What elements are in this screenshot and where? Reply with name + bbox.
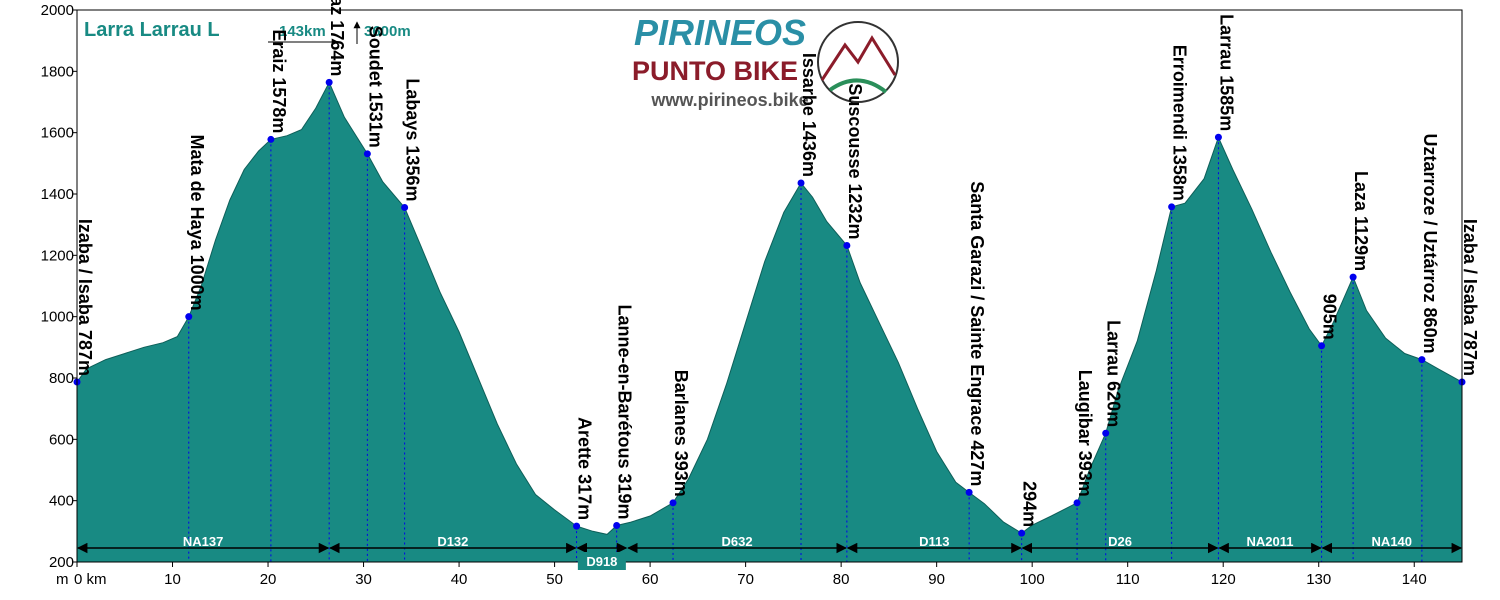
x-tick-label: 0 km (74, 571, 107, 588)
waypoint-dot (965, 488, 973, 496)
waypoint-label: Labays 1356m (403, 78, 423, 201)
y-tick-label: 600 (49, 431, 74, 448)
waypoint-label: Laugibar 393m (1075, 370, 1095, 497)
x-tick-label: 60 (642, 571, 659, 588)
y-tick-label: 400 (49, 493, 74, 510)
waypoint-label: Issarbe 1436m (799, 53, 819, 177)
waypoint-label: Barlanes 393m (671, 370, 691, 497)
logo-mountains (820, 35, 897, 81)
road-label: D132 (437, 534, 468, 549)
waypoint-dot (1318, 342, 1326, 350)
waypoint-dot (1102, 429, 1110, 437)
road-label: D632 (721, 534, 752, 549)
waypoint-label: Eraiz 1578m (269, 29, 289, 133)
waypoint-label: Larrau 620m (1104, 320, 1124, 427)
waypoint-dot (1168, 203, 1176, 211)
x-tick-label: 30 (355, 571, 372, 588)
x-tick-label: 20 (260, 571, 277, 588)
y-tick-label: 1000 (41, 309, 74, 326)
chart-title: Larra Larrau L (84, 19, 220, 41)
waypoint-dot (325, 78, 333, 86)
waypoint-dot (843, 242, 851, 250)
waypoint-dot (185, 313, 193, 321)
x-tick-label: 10 (164, 571, 181, 588)
road-label: D113 (919, 534, 949, 549)
x-tick-label: 50 (546, 571, 563, 588)
logo-url: www.pirineos.bike (650, 90, 808, 110)
logo: PIRINEOS PUNTO BIKE www.pirineos.bike (632, 12, 899, 110)
waypoint-label: Lanne-en-Barétous 319m (615, 304, 635, 519)
x-tick-label: 70 (737, 571, 754, 588)
waypoint-label: Larrau 1585m (1216, 14, 1236, 131)
waypoint-dot (573, 522, 581, 530)
x-tick-label: 40 (451, 571, 468, 588)
road-label: NA2011 (1247, 534, 1294, 549)
plot-border (76, 9, 1463, 563)
waypoint-dot (1418, 356, 1426, 364)
waypoint-label: Arette 317m (575, 417, 595, 520)
waypoint-dot (613, 522, 621, 530)
waypoint-label: La Pierre St Martin / Ernaz 1764m (327, 0, 347, 76)
y-unit: m (56, 571, 69, 588)
waypoint-label: Izaba / Isaba 787m (75, 219, 95, 376)
waypoint-dot (669, 499, 677, 507)
waypoint-dot (1073, 499, 1081, 507)
waypoint-label: Erroimendi 1358m (1170, 45, 1190, 201)
waypoint-dot (797, 179, 805, 187)
y-tick-label: 1400 (41, 186, 74, 203)
waypoint-dot (1018, 529, 1026, 537)
waypoint-label: Soudet 1531m (365, 26, 385, 148)
waypoint-label: Suscousse 1232m (845, 83, 865, 239)
x-tick-label: 80 (833, 571, 850, 588)
waypoint-label: Santa Garazi / Sainte Engrace 427m (967, 181, 987, 486)
distance: 143km (279, 23, 326, 40)
x-tick-label: 90 (928, 571, 945, 588)
road-label: NA137 (183, 534, 223, 549)
waypoint-label: Uztarroze / Uztárroz 860m (1420, 134, 1440, 354)
y-tick-label: 1600 (41, 125, 74, 142)
y-tick-label: 1800 (41, 63, 74, 80)
waypoint-dot (267, 135, 275, 143)
y-tick-label: 1200 (41, 247, 74, 264)
x-tick-label: 140 (1402, 571, 1427, 588)
logo-subtitle: PUNTO BIKE (632, 56, 798, 86)
road-label-bg (577, 552, 626, 570)
waypoint-label: 294m (1020, 481, 1040, 527)
waypoint-label: Laza 1129m (1351, 171, 1371, 271)
waypoint-label: 905m (1320, 294, 1340, 340)
road-label: D26 (1108, 534, 1132, 549)
waypoint-dot (1214, 133, 1222, 141)
waypoint-label: Mata de Haya 1000m (187, 135, 207, 311)
x-tick-label: 120 (1211, 571, 1236, 588)
elevation-area (76, 81, 1463, 563)
waypoint-dot (1349, 273, 1357, 281)
x-tick-label: 110 (1116, 571, 1140, 588)
y-tick-label: 200 (49, 554, 74, 571)
x-tick-label: 130 (1306, 571, 1331, 588)
waypoint-dot (401, 203, 409, 211)
logo-name: PIRINEOS (634, 12, 806, 53)
plot-area (73, 78, 1466, 563)
x-tick-label: 100 (1020, 571, 1045, 588)
road-label: NA140 (1372, 534, 1412, 549)
y-tick-label: 2000 (41, 2, 74, 19)
logo-leaves (828, 78, 888, 94)
waypoint-dot (363, 150, 371, 158)
road-label: D918 (586, 554, 617, 569)
y-tick-label: 800 (49, 370, 74, 387)
waypoint-label: Izaba / Isaba 787m (1460, 219, 1480, 376)
climb: 3600m (364, 23, 411, 40)
